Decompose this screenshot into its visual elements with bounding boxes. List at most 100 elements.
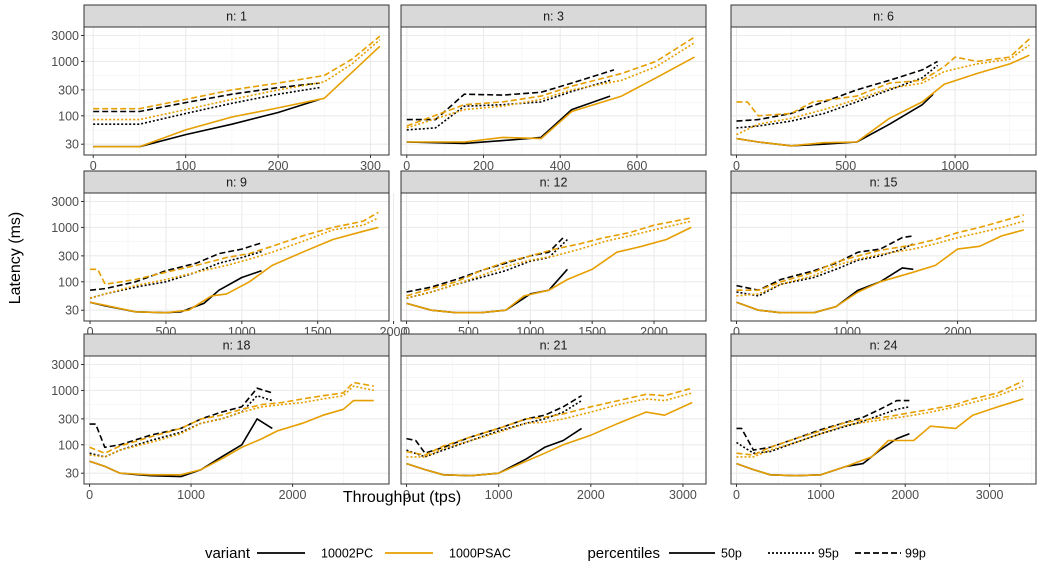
y-tick-label: 1000 [51,55,79,69]
panel-border [400,26,707,156]
panel-border [730,26,1037,156]
y-tick-label: 1000 [51,221,79,235]
y-tick-label: 30 [65,467,79,481]
series-line-10002PC-99p [736,60,938,122]
series-line-1000PSAC-99p [406,387,693,456]
series-line-10002PC-95p [736,243,914,297]
y-tick-label: 100 [58,438,79,452]
legend-title-variant: variant [205,545,251,562]
x-tick-label: 300 [360,159,381,173]
x-tick-label: 0 [403,159,410,173]
x-tick-label: 1000 [485,488,513,502]
panel-border [730,192,1037,322]
x-tick-label: 0 [403,488,410,502]
panel-7: n: 18 0 1000 2000 30 100 300 1000 3000 [51,333,390,502]
panel-title: n: 15 [870,176,898,190]
panel-title: n: 12 [540,176,568,190]
x-tick-label: 1000 [941,159,969,173]
panel-border [83,26,390,156]
panel-title: n: 6 [873,10,894,24]
series-line-1000PSAC-99p [89,381,374,454]
panel-5: n: 120 500 1000 1500 2000 [400,170,707,339]
y-tick-label: 30 [65,138,79,152]
x-tick-label: 2000 [891,488,919,502]
series-line-1000PSAC-99p [736,380,1024,456]
panel-title: n: 21 [540,339,568,353]
x-tick-label: 0 [733,325,740,339]
series-line-1000PSAC-95p [406,42,695,129]
panel-border [83,192,390,322]
x-tick-label: 0 [87,325,94,339]
x-tick-label: 200 [268,159,289,173]
panel-border [400,355,707,485]
series-line-1000PSAC-99p [93,35,381,110]
y-tick-label: 100 [58,109,79,123]
x-tick-label: 200 [473,159,494,173]
legend: variant 10002PC 1000PSAC percentiles 50p 95p 9… [205,545,926,562]
series-line-10002PC-99p [93,82,320,113]
y-tick-label: 3000 [51,29,79,43]
series-line-1000PSAC-95p [89,385,374,458]
x-tick-label: 1000 [807,488,835,502]
panel-title: n: 1 [226,10,247,24]
series-line-1000PSAC-95p [736,385,1024,458]
x-tick-label: 0 [733,159,740,173]
legend-label-10002PC: 10002PC [321,547,373,561]
x-tick-label: 600 [627,159,648,173]
series-line-1000PSAC-50p [736,54,1030,147]
y-tick-label: 300 [58,249,79,263]
series-line-10002PC-50p [406,95,611,145]
panel-title: n: 18 [223,339,251,353]
panel-plot-area [401,27,706,155]
legend-label-1000PSAC: 1000PSAC [449,547,511,561]
series-line-1000PSAC-50p [406,56,695,143]
panel-title: n: 3 [543,10,564,24]
legend-label-99p: 99p [905,547,926,561]
x-tick-label: 0 [403,325,410,339]
series-line-1000PSAC-50p [89,399,374,476]
series-line-10002PC-95p [736,406,910,454]
series-line-1000PSAC-99p [736,38,1030,117]
x-tick-label: 1000 [177,488,205,502]
series-line-1000PSAC-50p [736,229,1025,314]
panel-3: n: 6 0 500 1000 [730,4,1037,173]
series-line-10002PC-95p [406,399,583,458]
x-tick-label: 0 [90,159,97,173]
panel-plot-area [731,193,1036,321]
series-line-1000PSAC-50p [406,401,693,477]
panel-plot-area [84,193,389,321]
series-line-10002PC-99p [736,399,910,451]
panel-border [730,355,1037,485]
x-tick-label: 2000 [279,488,307,502]
x-tick-label: 500 [835,159,856,173]
x-tick-label: 0 [86,488,93,502]
legend-label-95p: 95p [818,547,839,561]
series-line-1000PSAC-99p [406,36,695,127]
x-tick-label: 2000 [577,488,605,502]
x-tick-label: 400 [550,159,571,173]
y-tick-label: 30 [65,304,79,318]
panel-title: n: 9 [226,176,247,190]
panel-2: n: 3 0 200 400 600 [400,4,707,173]
panel-6: n: 150 1000 2000 [730,170,1037,339]
series-line-1000PSAC-99p [406,217,692,297]
x-tick-label: 0 [733,488,740,502]
y-tick-label: 300 [58,412,79,426]
x-tick-label: 100 [175,159,196,173]
series-line-10002PC-99p [89,387,273,449]
series-line-1000PSAC-95p [89,217,379,299]
y-tick-label: 3000 [51,358,79,372]
x-axis-title: Throughput (tps) [343,489,461,506]
series-line-1000PSAC-50p [406,226,692,314]
series-line-1000PSAC-50p [93,45,381,148]
y-tick-label: 3000 [51,195,79,209]
x-tick-label: 3000 [669,488,697,502]
panel-plot-area [84,27,389,155]
legend-label-50p: 50p [721,547,742,561]
y-axis-title: Latency (ms) [7,212,24,304]
series-line-1000PSAC-99p [90,211,379,286]
panel-9: n: 24 0 1000 2000 3000 [730,333,1037,502]
panel-border [83,355,390,485]
